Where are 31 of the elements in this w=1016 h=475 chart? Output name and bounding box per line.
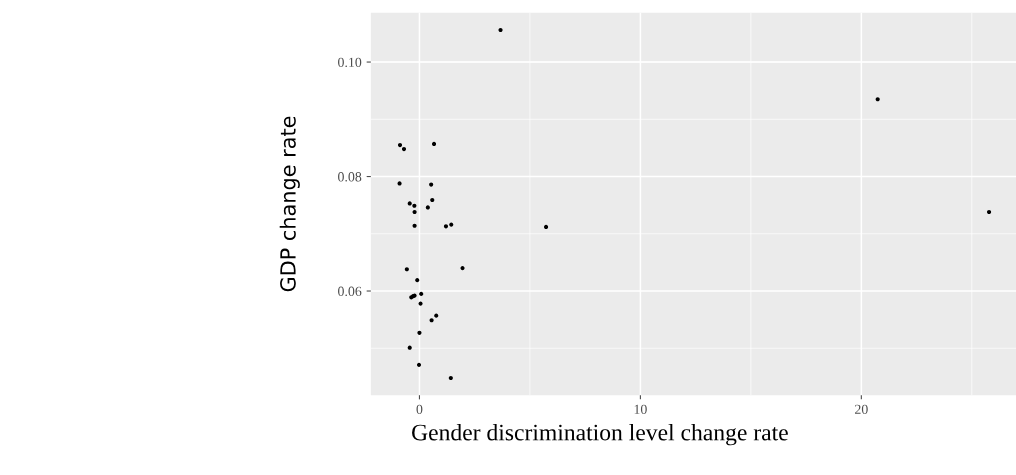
point	[416, 362, 422, 367]
point	[412, 209, 417, 215]
point	[448, 375, 453, 381]
y-tick-label: 0.08	[338, 172, 362, 182]
x-tick-label: 20	[855, 404, 868, 414]
point	[415, 278, 420, 283]
y-axis-title: GDP change rate	[279, 116, 300, 292]
point	[412, 203, 417, 208]
y-tick-label: 0.10	[338, 57, 362, 68]
point	[431, 141, 437, 146]
point	[434, 313, 439, 318]
point	[429, 182, 434, 187]
point	[430, 197, 435, 203]
point	[401, 146, 407, 152]
point	[875, 97, 880, 102]
point	[443, 224, 449, 229]
point	[543, 224, 549, 229]
point	[407, 201, 412, 206]
point	[419, 291, 424, 296]
point	[460, 266, 465, 271]
point	[407, 345, 412, 350]
x-axis-title: Gender discrimination level change rate	[412, 423, 788, 446]
point	[449, 222, 454, 227]
point	[404, 267, 409, 272]
point	[425, 205, 430, 210]
point	[417, 330, 422, 335]
x-tick-label: 0	[416, 404, 423, 414]
x-tick-label: 10	[634, 404, 647, 414]
point	[498, 27, 503, 33]
point	[429, 318, 434, 323]
y-tick-label: 0.06	[338, 286, 362, 297]
